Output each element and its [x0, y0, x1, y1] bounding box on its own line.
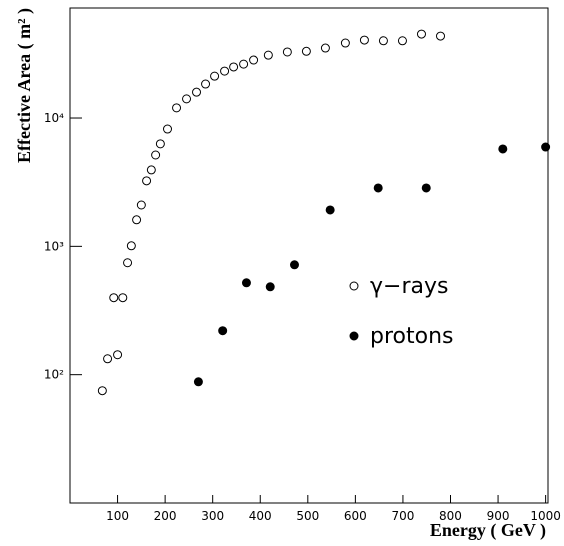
x-tick-label: 800	[439, 509, 462, 523]
data-point	[320, 43, 330, 53]
data-point	[218, 326, 228, 336]
data-point	[103, 354, 113, 364]
data-point	[436, 31, 446, 41]
data-point	[373, 183, 383, 193]
data-point	[123, 258, 133, 268]
x-tick-label: 1000	[530, 509, 561, 523]
data-point	[498, 144, 508, 154]
data-point	[325, 205, 335, 215]
data-point	[113, 350, 123, 360]
data-point	[151, 150, 161, 160]
x-tick-label: 300	[201, 509, 224, 523]
data-point	[182, 94, 192, 104]
x-tick-label: 900	[487, 509, 510, 523]
data-point	[142, 176, 152, 186]
data-point	[263, 50, 273, 60]
data-point	[340, 38, 350, 48]
data-point	[97, 386, 107, 396]
data-point	[220, 66, 230, 76]
data-point	[229, 62, 239, 72]
x-tick-label: 700	[391, 509, 414, 523]
plot-frame	[69, 7, 549, 504]
data-point	[289, 260, 299, 270]
data-point	[109, 293, 119, 303]
x-tick-label: 200	[154, 509, 177, 523]
y-tick-label: 10⁴	[44, 111, 64, 125]
data-point	[421, 183, 431, 193]
data-point	[163, 124, 173, 134]
data-point	[132, 215, 142, 225]
data-point	[241, 278, 251, 288]
data-point	[118, 293, 128, 303]
legend-label: protons	[370, 324, 453, 349]
data-point	[201, 79, 211, 89]
data-point	[397, 36, 407, 46]
data-point	[249, 55, 259, 65]
data-point	[239, 59, 249, 69]
legend-marker	[349, 281, 359, 291]
data-point	[359, 35, 369, 45]
y-tick-label: 10³	[44, 239, 64, 253]
legend-marker	[349, 331, 359, 341]
legend-label: γ−rays	[370, 274, 448, 299]
x-axis-title: Energy ( GeV )	[430, 520, 546, 541]
data-point	[301, 46, 311, 56]
data-point	[210, 71, 220, 81]
data-point	[192, 87, 202, 97]
data-point	[172, 103, 182, 113]
x-tick-label: 400	[249, 509, 272, 523]
data-point	[282, 47, 292, 57]
data-point	[136, 200, 146, 210]
data-point	[155, 139, 165, 149]
x-tick-label: 500	[296, 509, 319, 523]
data-point	[193, 377, 203, 387]
x-tick-label: 100	[106, 509, 129, 523]
x-tick-label: 600	[344, 509, 367, 523]
data-point	[126, 241, 136, 251]
data-point	[146, 165, 156, 175]
y-axis-title: Effective Area ( m² )	[14, 8, 35, 163]
data-point	[265, 282, 275, 292]
data-point	[541, 142, 551, 152]
y-tick-label: 10²	[44, 368, 64, 382]
data-point	[416, 29, 426, 39]
data-point	[378, 36, 388, 46]
